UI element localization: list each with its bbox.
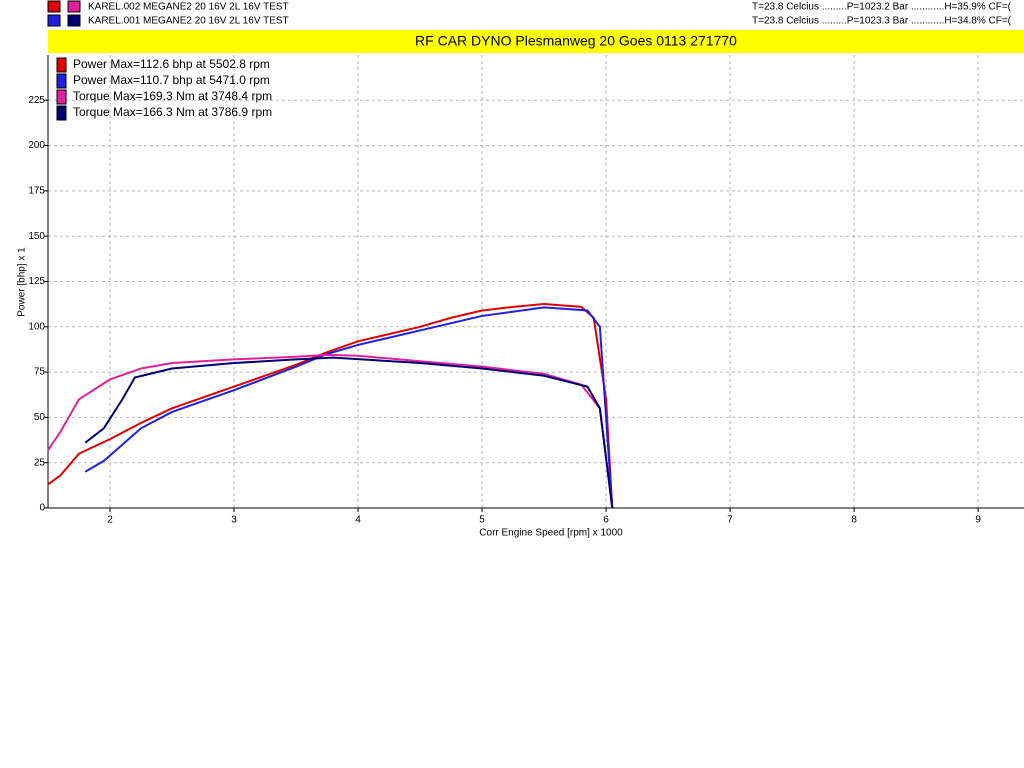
legend-label: Torque Max=169.3 Nm at 3748.4 rpm bbox=[73, 89, 272, 103]
run-conditions: T=23.8 Celcius .........P=1023.2 Bar ...… bbox=[752, 2, 1012, 13]
run-conditions: T=23.8 Celcius .........P=1023.3 Bar ...… bbox=[752, 16, 1012, 27]
y-axis-label: Power [bhp] x 1 bbox=[17, 247, 28, 317]
y-tick-label: 200 bbox=[28, 140, 45, 151]
series-line bbox=[47, 353, 614, 509]
y-tick-label: 0 bbox=[39, 503, 45, 514]
legend-swatch bbox=[56, 105, 67, 121]
x-axis-label: Corr Engine Speed [rpm] x 1000 bbox=[479, 528, 623, 539]
y-tick-label: 100 bbox=[28, 321, 45, 332]
legend-label: Torque Max=166.3 Nm at 3786.9 rpm bbox=[73, 105, 272, 119]
legend-swatch bbox=[56, 89, 67, 105]
y-tick-label: 125 bbox=[28, 276, 45, 287]
x-tick-label: 8 bbox=[851, 515, 857, 526]
series-line bbox=[84, 306, 614, 509]
y-tick-label: 75 bbox=[34, 367, 46, 378]
y-tick-label: 25 bbox=[34, 457, 46, 468]
swatch bbox=[67, 0, 81, 13]
x-tick-label: 9 bbox=[975, 515, 981, 526]
x-tick-label: 7 bbox=[727, 515, 733, 526]
chart-title: RF CAR DYNO Plesmanweg 20 Goes 0113 2717… bbox=[415, 33, 737, 49]
x-tick-label: 3 bbox=[231, 515, 237, 526]
run-name: KAREL.002 MEGANE2 20 16V 2L 16V TEST bbox=[88, 2, 289, 13]
legend-label: Power Max=110.7 bhp at 5471.0 rpm bbox=[73, 73, 270, 87]
x-tick-label: 6 bbox=[603, 515, 609, 526]
legend-label: Power Max=112.6 bhp at 5502.8 rpm bbox=[73, 57, 270, 71]
y-tick-label: 175 bbox=[28, 186, 45, 197]
series-line bbox=[84, 356, 614, 509]
y-tick-label: 50 bbox=[34, 412, 46, 423]
swatch bbox=[67, 14, 81, 27]
swatch bbox=[47, 14, 61, 27]
legend-swatch bbox=[56, 57, 67, 73]
x-tick-label: 2 bbox=[107, 515, 113, 526]
title-bar bbox=[48, 30, 1024, 53]
swatch bbox=[47, 0, 61, 13]
run-name: KAREL.001 MEGANE2 20 16V 2L 16V TEST bbox=[88, 16, 289, 27]
y-tick-label: 225 bbox=[28, 95, 45, 106]
x-tick-label: 5 bbox=[479, 515, 485, 526]
x-tick-label: 4 bbox=[355, 515, 361, 526]
series-line bbox=[47, 302, 614, 509]
y-tick-label: 150 bbox=[28, 231, 45, 242]
legend-swatch bbox=[56, 73, 67, 89]
